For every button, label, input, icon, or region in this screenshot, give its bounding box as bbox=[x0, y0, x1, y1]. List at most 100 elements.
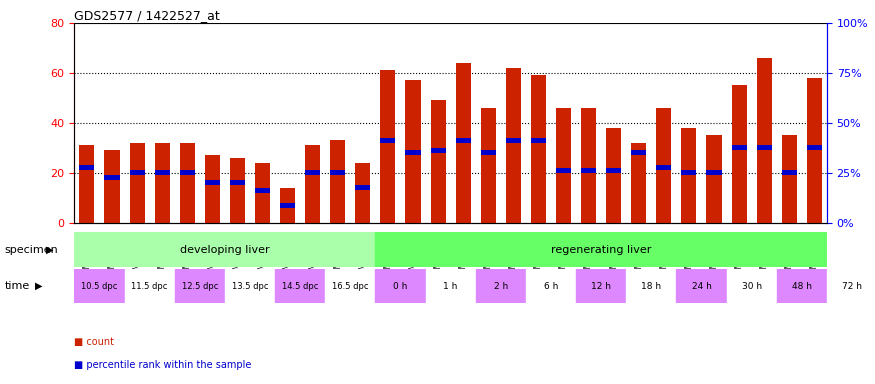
Bar bbox=[74, 232, 375, 267]
Text: 30 h: 30 h bbox=[742, 281, 761, 291]
Text: 6 h: 6 h bbox=[543, 281, 558, 291]
Bar bbox=[326, 269, 375, 303]
Bar bbox=[381, 71, 396, 223]
Bar bbox=[556, 108, 571, 223]
Text: time: time bbox=[4, 281, 30, 291]
Bar bbox=[781, 136, 797, 223]
Bar bbox=[626, 269, 676, 303]
Bar bbox=[205, 156, 220, 223]
Bar bbox=[330, 141, 346, 223]
Bar bbox=[531, 76, 546, 223]
Bar bbox=[179, 170, 195, 175]
Bar bbox=[506, 68, 521, 223]
Bar bbox=[656, 108, 671, 223]
Bar bbox=[656, 166, 671, 170]
Text: 18 h: 18 h bbox=[641, 281, 662, 291]
Bar bbox=[280, 203, 295, 208]
Bar bbox=[130, 143, 144, 223]
Bar bbox=[827, 269, 875, 303]
Bar bbox=[80, 166, 94, 170]
Text: GDS2577 / 1422527_at: GDS2577 / 1422527_at bbox=[74, 9, 220, 22]
Bar bbox=[230, 158, 245, 223]
Bar bbox=[531, 138, 546, 143]
Text: ■ count: ■ count bbox=[74, 337, 115, 347]
Bar bbox=[682, 170, 696, 175]
Bar bbox=[456, 138, 471, 143]
Bar bbox=[375, 232, 827, 267]
Bar bbox=[155, 143, 170, 223]
Bar bbox=[576, 269, 626, 303]
Bar bbox=[130, 170, 144, 175]
Bar bbox=[425, 269, 476, 303]
Bar bbox=[726, 269, 777, 303]
Bar bbox=[381, 138, 396, 143]
Bar bbox=[556, 168, 571, 173]
Bar bbox=[526, 269, 576, 303]
Text: developing liver: developing liver bbox=[180, 245, 270, 255]
Bar bbox=[781, 170, 797, 175]
Bar bbox=[631, 143, 647, 223]
Text: ▶: ▶ bbox=[46, 245, 53, 255]
Bar bbox=[205, 180, 220, 185]
Bar bbox=[255, 163, 270, 223]
Bar bbox=[175, 269, 225, 303]
Bar bbox=[581, 108, 596, 223]
Text: 13.5 dpc: 13.5 dpc bbox=[232, 281, 269, 291]
Bar bbox=[807, 146, 822, 151]
Bar bbox=[255, 188, 270, 193]
Bar bbox=[405, 81, 421, 223]
Text: ▶: ▶ bbox=[35, 281, 43, 291]
Text: 1 h: 1 h bbox=[444, 281, 458, 291]
Bar bbox=[430, 101, 445, 223]
Bar bbox=[706, 136, 722, 223]
Bar bbox=[480, 108, 496, 223]
Text: 24 h: 24 h bbox=[691, 281, 711, 291]
Bar bbox=[480, 151, 496, 156]
Bar bbox=[179, 143, 195, 223]
Bar bbox=[757, 58, 772, 223]
Bar bbox=[124, 269, 175, 303]
Text: 0 h: 0 h bbox=[393, 281, 408, 291]
Text: 48 h: 48 h bbox=[792, 281, 812, 291]
Bar bbox=[456, 63, 471, 223]
Bar bbox=[375, 269, 425, 303]
Text: 12.5 dpc: 12.5 dpc bbox=[182, 281, 218, 291]
Bar bbox=[155, 170, 170, 175]
Bar bbox=[732, 146, 746, 151]
Bar bbox=[405, 151, 421, 156]
Bar bbox=[305, 146, 320, 223]
Bar bbox=[676, 269, 726, 303]
Bar bbox=[430, 148, 445, 153]
Text: 14.5 dpc: 14.5 dpc bbox=[282, 281, 318, 291]
Bar bbox=[706, 170, 722, 175]
Bar bbox=[682, 128, 696, 223]
Bar bbox=[225, 269, 275, 303]
Text: 72 h: 72 h bbox=[842, 281, 862, 291]
Text: specimen: specimen bbox=[4, 245, 58, 255]
Bar bbox=[275, 269, 326, 303]
Text: 10.5 dpc: 10.5 dpc bbox=[81, 281, 117, 291]
Bar bbox=[732, 86, 746, 223]
Text: 2 h: 2 h bbox=[493, 281, 507, 291]
Bar bbox=[104, 151, 120, 223]
Bar bbox=[330, 170, 346, 175]
Bar bbox=[606, 168, 621, 173]
Bar bbox=[506, 138, 521, 143]
Bar bbox=[104, 175, 120, 180]
Bar bbox=[305, 170, 320, 175]
Text: regenerating liver: regenerating liver bbox=[551, 245, 651, 255]
Bar bbox=[631, 151, 647, 156]
Bar bbox=[280, 188, 295, 223]
Bar bbox=[807, 78, 822, 223]
Bar bbox=[230, 180, 245, 185]
Bar bbox=[80, 146, 94, 223]
Bar bbox=[74, 269, 124, 303]
Bar bbox=[476, 269, 526, 303]
Text: 11.5 dpc: 11.5 dpc bbox=[131, 281, 168, 291]
Bar bbox=[606, 128, 621, 223]
Bar bbox=[355, 163, 370, 223]
Bar bbox=[757, 146, 772, 151]
Bar bbox=[777, 269, 827, 303]
Bar bbox=[355, 185, 370, 190]
Text: 16.5 dpc: 16.5 dpc bbox=[332, 281, 368, 291]
